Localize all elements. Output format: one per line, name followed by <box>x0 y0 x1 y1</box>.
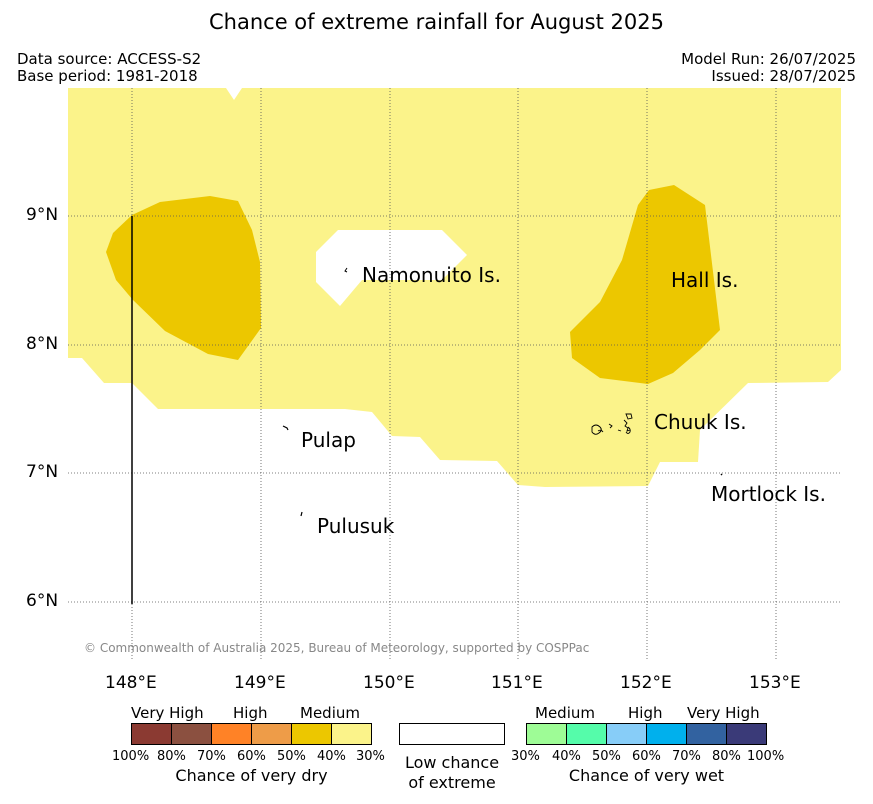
dry-pct: 40% <box>317 749 346 764</box>
wet-caption: Chance of very wet <box>568 766 725 785</box>
chart-title: Chance of extreme rainfall for August 20… <box>209 10 664 34</box>
wet-pct: 70% <box>672 749 701 764</box>
place-label-mortlock: Mortlock Is. <box>711 482 826 506</box>
place-label-pulap: Pulap <box>301 428 356 452</box>
mortlock-island-mark <box>720 473 723 476</box>
wet-pct: 100% <box>747 749 785 764</box>
wet-pct: 50% <box>592 749 621 764</box>
copyright-notice: © Commonwealth of Australia 2025, Bureau… <box>84 641 590 655</box>
issued-date: Issued: 28/07/2025 <box>711 67 856 85</box>
dry-pct: 50% <box>277 749 306 764</box>
wet-pct: 80% <box>712 749 741 764</box>
lat-label-7n: 7°N <box>26 462 59 482</box>
place-label-namonuito: Namonuito Is. <box>362 263 501 287</box>
wet-label-very-high: Very High <box>687 704 760 722</box>
region-low-chance <box>316 230 467 306</box>
pulusuk-island-mark <box>300 511 303 517</box>
place-label-pulusuk: Pulusuk <box>317 514 395 538</box>
wet-swatch-5 <box>686 723 727 745</box>
dry-swatch-6 <box>331 723 372 745</box>
dry-swatch-3 <box>211 723 252 745</box>
lon-label-148e: 148°E <box>105 673 157 693</box>
dry-pct: 70% <box>197 749 226 764</box>
dry-label-medium: Medium <box>300 704 360 722</box>
dry-label-very-high: Very High <box>131 704 204 722</box>
wet-swatch-4 <box>646 723 687 745</box>
dry-caption: Chance of very dry <box>175 766 328 785</box>
dry-label-high: High <box>233 704 268 722</box>
lon-label-150e: 150°E <box>363 673 415 693</box>
dry-pct: 100% <box>112 749 150 764</box>
wet-swatch-6 <box>726 723 767 745</box>
lat-label-9n: 9°N <box>26 205 59 225</box>
dry-pct: 30% <box>356 749 385 764</box>
dry-pct: 80% <box>157 749 186 764</box>
chuuk-islands-outline <box>591 413 633 435</box>
low-chance-line2: of extreme <box>408 773 496 792</box>
dry-pct: 60% <box>237 749 266 764</box>
region-medium-dark-east <box>570 185 720 384</box>
wet-label-medium: Medium <box>535 704 595 722</box>
dry-swatch-2 <box>171 723 212 745</box>
dry-swatch-1 <box>131 723 172 745</box>
lon-label-151e: 151°E <box>491 673 543 693</box>
place-label-chuuk: Chuuk Is. <box>654 410 747 434</box>
wet-pct: 60% <box>632 749 661 764</box>
base-period: Base period: 1981-2018 <box>17 67 198 85</box>
wet-pct: 30% <box>511 749 540 764</box>
lon-label-153e: 153°E <box>749 673 801 693</box>
low-chance-swatch <box>399 723 505 745</box>
pulap-island-mark <box>282 425 289 431</box>
lon-label-149e: 149°E <box>234 673 286 693</box>
region-medium-dark-west <box>106 196 261 360</box>
wet-swatch-1 <box>526 723 567 745</box>
data-source: Data source: ACCESS-S2 <box>17 50 202 68</box>
lat-label-6n: 6°N <box>26 591 59 611</box>
place-label-hall: Hall Is. <box>671 268 739 292</box>
namonuito-island-mark <box>344 267 348 273</box>
dry-swatch-5 <box>291 723 332 745</box>
lat-label-8n: 8°N <box>26 334 59 354</box>
dry-swatch-4 <box>251 723 292 745</box>
wet-label-high: High <box>628 704 663 722</box>
lon-label-152e: 152°E <box>620 673 672 693</box>
wet-swatch-3 <box>606 723 647 745</box>
low-chance-line1: Low chance <box>404 753 500 772</box>
wet-swatch-2 <box>566 723 607 745</box>
model-run: Model Run: 26/07/2025 <box>681 50 856 68</box>
wet-pct: 40% <box>552 749 581 764</box>
